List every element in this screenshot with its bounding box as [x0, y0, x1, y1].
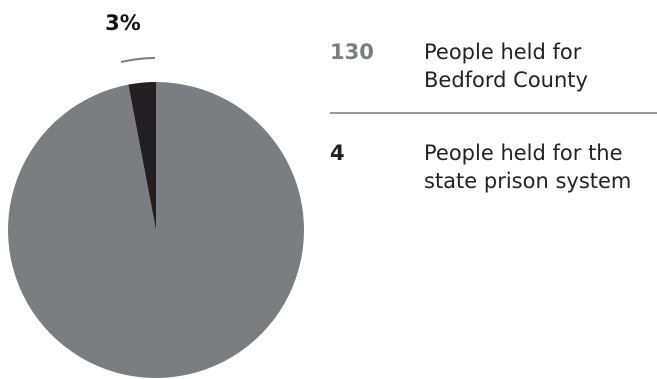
legend-value: 4: [330, 141, 345, 165]
callout-line: [120, 57, 156, 63]
pie-slice-1: [128, 82, 156, 230]
legend-label: People held for Bedford County: [424, 40, 588, 92]
pie-chart: 3%: [7, 11, 304, 378]
percent-annotation: 3%: [105, 11, 141, 35]
legend-value: 130: [330, 40, 374, 64]
legend-item-state-prison: 4 People held for the state prison syste…: [330, 114, 657, 195]
pie-slices: [7, 82, 304, 378]
pie-slice-0: [7, 82, 304, 378]
legend-label: People held for the state prison system: [424, 141, 632, 193]
legend-item-bedford-county: 130 People held for Bedford County: [330, 38, 657, 112]
legend: 130 People held for Bedford County 4 Peo…: [330, 38, 657, 195]
legend-divider: [330, 112, 657, 114]
